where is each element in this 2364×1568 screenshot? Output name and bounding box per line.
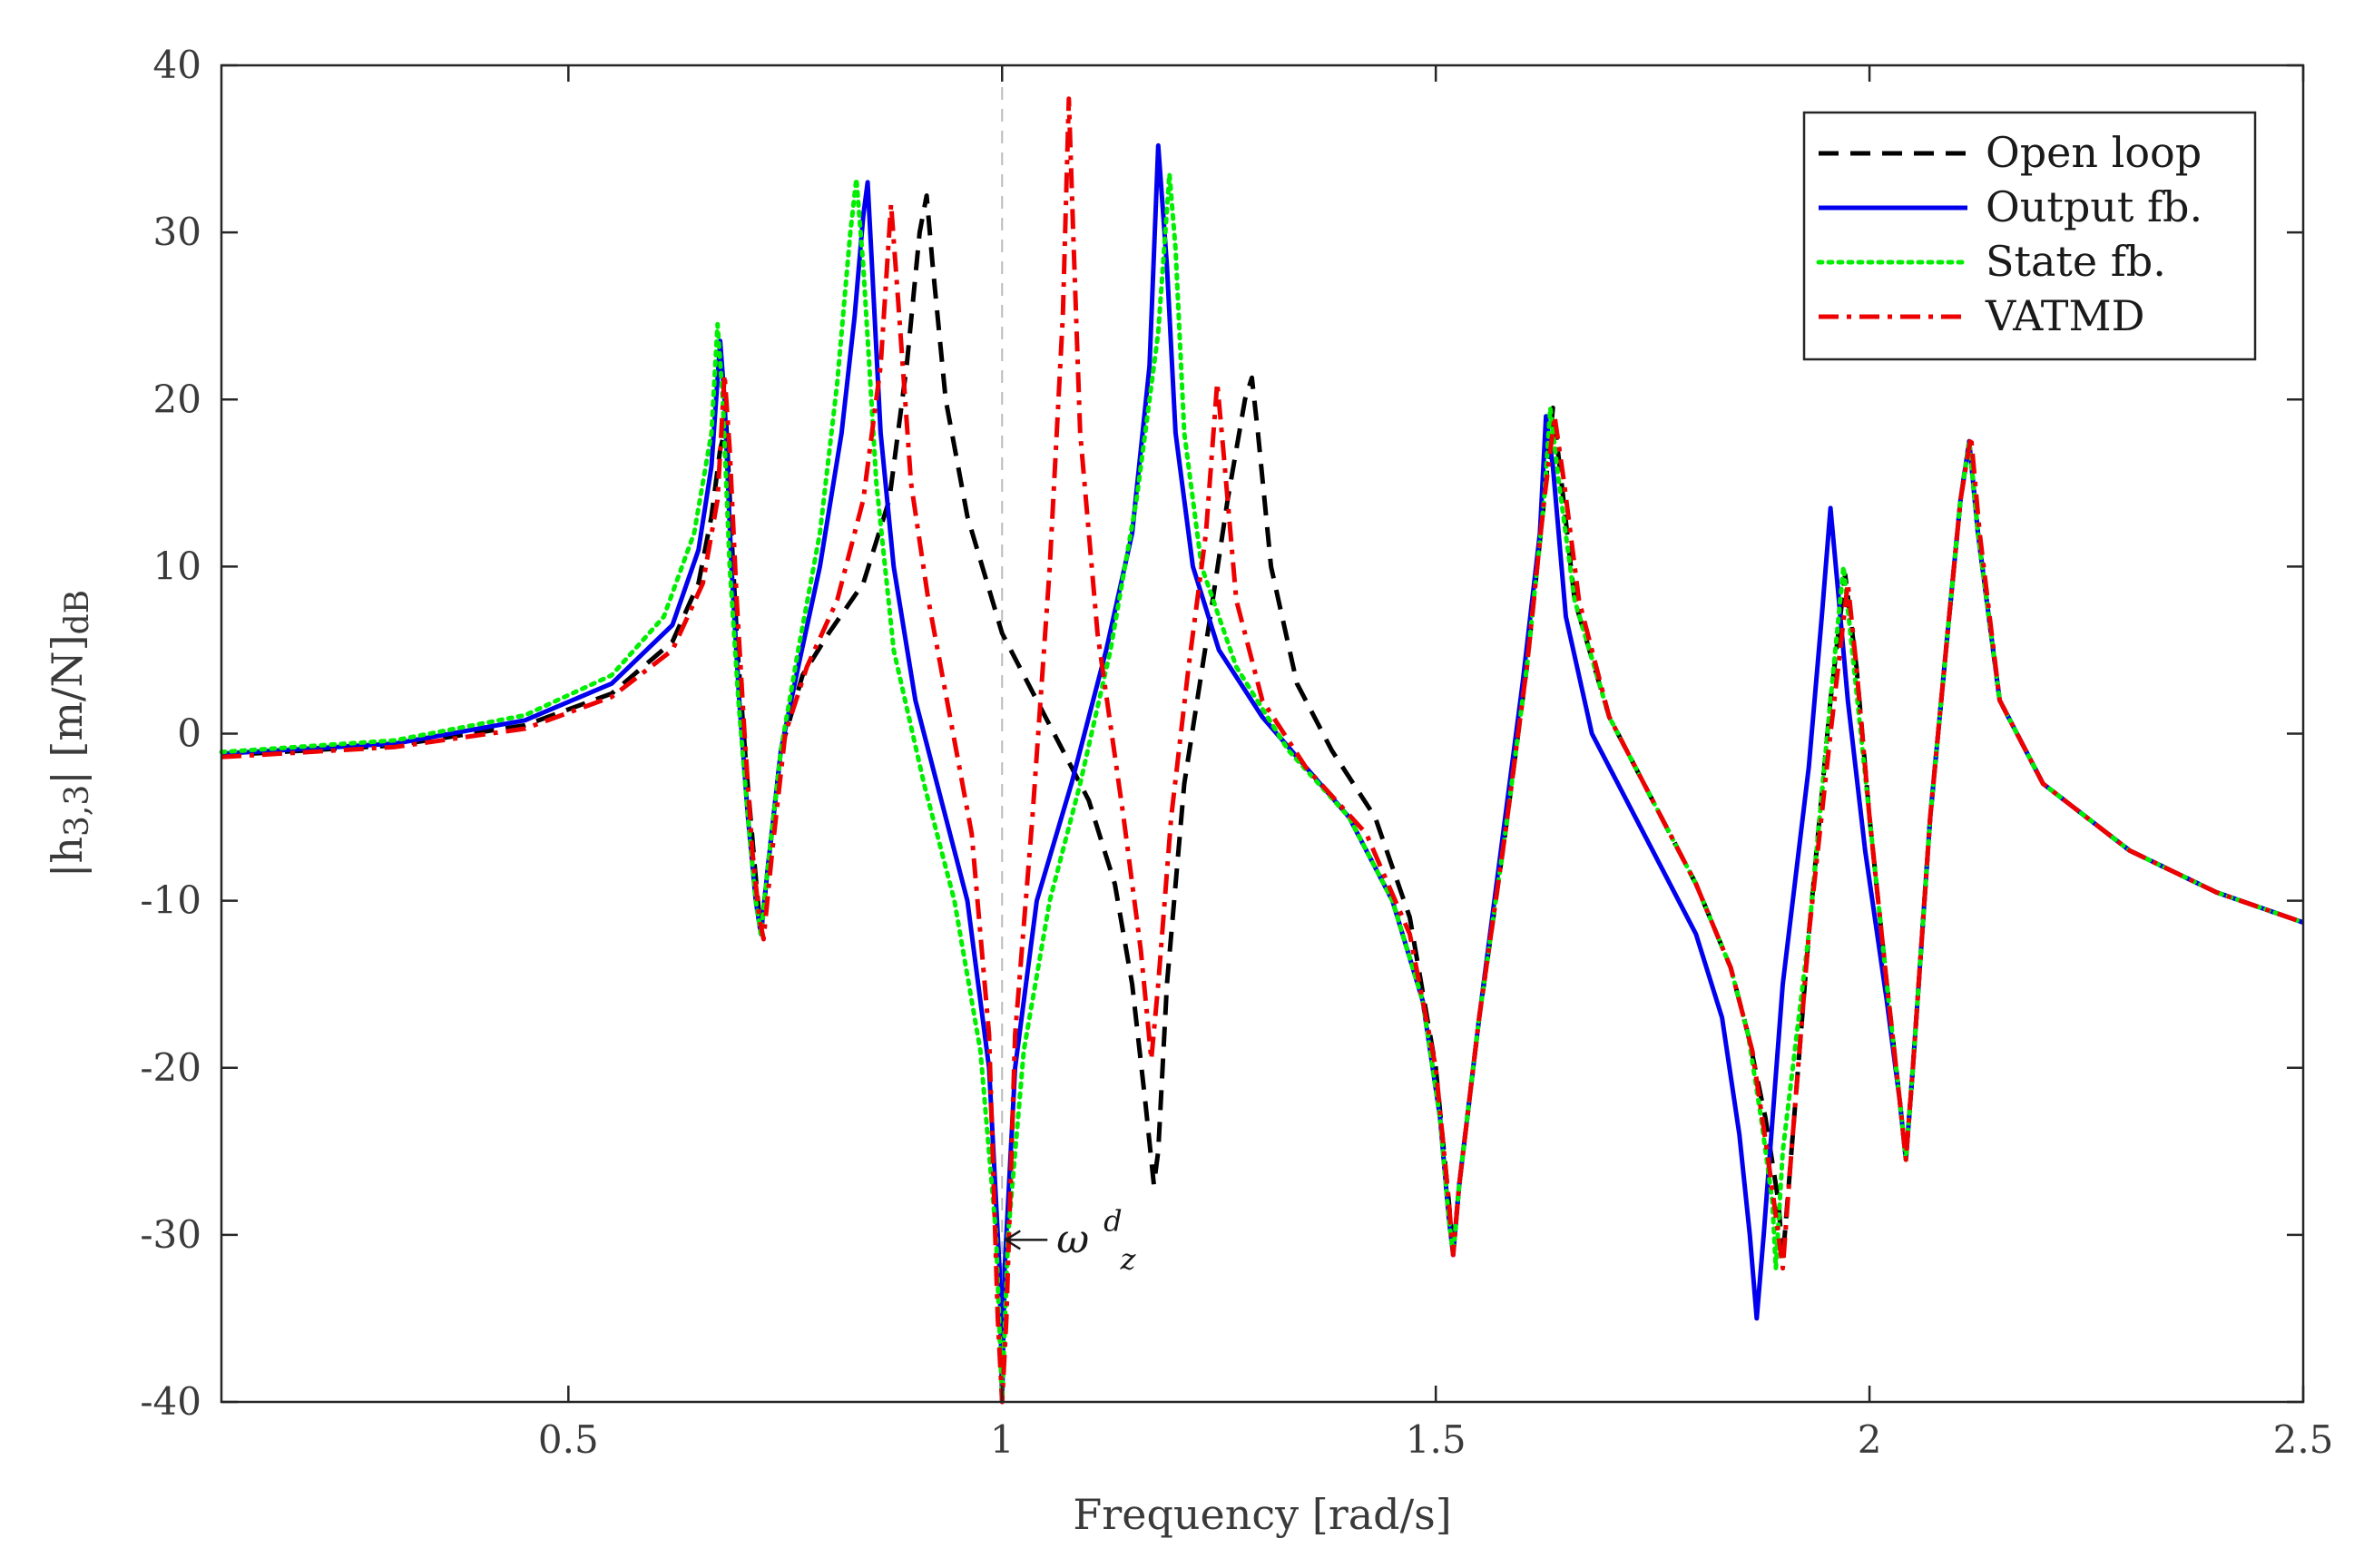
y-tick-label: -20 — [140, 1045, 201, 1090]
y-axis-title-middle: | [m/N] — [43, 634, 92, 784]
series-layer — [219, 96, 2306, 1405]
y-tick-label: -40 — [140, 1379, 201, 1424]
zero-frequency-annotation: ω d z — [1003, 1194, 1137, 1276]
legend-label: VATMD — [1985, 291, 2144, 340]
legend-label: Open loop — [1986, 128, 2202, 177]
y-tick-label: 0 — [177, 711, 201, 756]
y-axis-title-subscript: 3,3 — [59, 785, 96, 837]
x-axis-title: Frequency [rad/s] — [1073, 1490, 1451, 1539]
y-tick-label: 10 — [153, 544, 201, 588]
y-tick-label: -10 — [140, 878, 201, 923]
legend-label: State fb. — [1986, 237, 2166, 286]
y-tick-label: 40 — [153, 43, 201, 87]
x-tick-label: 0.5 — [538, 1417, 599, 1462]
legend: Open loop Output fb. State fb. VATMD — [1802, 111, 2257, 361]
omega-superscript: d — [1104, 1203, 1122, 1238]
x-tick-label: 2.5 — [2273, 1417, 2334, 1462]
x-tick-label: 1.5 — [1406, 1417, 1466, 1462]
legend-entries: Open loop Output fb. State fb. VATMD — [1816, 128, 2202, 340]
annotation-arrowhead — [1003, 1230, 1021, 1250]
legend-label: Output fb. — [1986, 182, 2202, 231]
y-axis-title-unit-subscript: dB — [59, 590, 96, 635]
x-tick-label: 1 — [990, 1417, 1015, 1462]
x-tick-label: 2 — [1858, 1417, 1882, 1462]
y-axis-title: |h3,3| [m/N]dB — [43, 590, 96, 877]
omega-z-d-label: ω d z — [1056, 1194, 1136, 1276]
series-line-state-fb — [219, 172, 2306, 1405]
y-tick-label: -30 — [140, 1212, 201, 1257]
y-axis-title-prefix: |h — [43, 837, 92, 877]
omega-symbol: ω — [1056, 1216, 1089, 1262]
y-tick-label: 20 — [153, 377, 201, 421]
y-tick-label: 30 — [153, 210, 201, 254]
tick-layer: 0.5 1 1.5 2 2.5 -40 -30 -20 -10 0 10 20 30 40 — [140, 43, 2333, 1462]
omega-subscript: z — [1120, 1241, 1137, 1276]
